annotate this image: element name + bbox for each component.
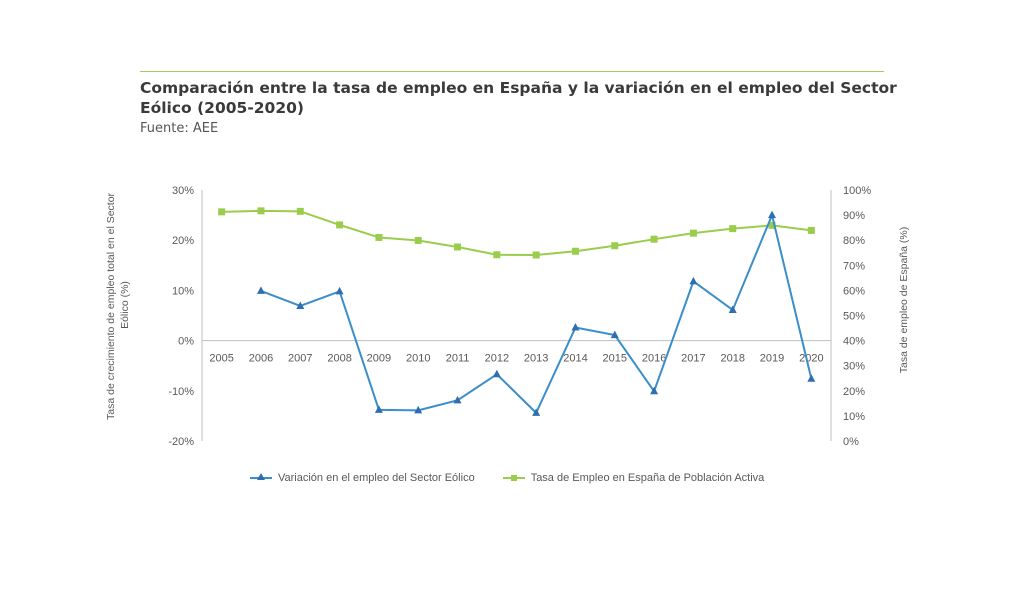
- point-employment: [571, 247, 579, 255]
- point-employment: [729, 225, 737, 233]
- point-wind: [571, 323, 580, 331]
- point-wind: [492, 369, 501, 378]
- legend: Variación en el empleo del Sector Eólico…: [250, 472, 764, 484]
- y-tick-label-left: 30%: [172, 185, 194, 197]
- y-tick-label-right: 40%: [843, 336, 865, 348]
- chart-source: Fuente: AEE: [140, 121, 219, 136]
- y-tick-label-left: 10%: [172, 285, 194, 297]
- legend-item-employment: Tasa de Empleo en España de Población Ac…: [502, 472, 765, 484]
- y-tick-label-right: 20%: [843, 386, 865, 398]
- point-employment: [296, 207, 304, 215]
- point-employment: [611, 242, 619, 250]
- x-tick-label: 2005: [209, 353, 233, 365]
- point-wind: [768, 210, 777, 219]
- legend-label-employment: Tasa de Empleo en España de Población Ac…: [530, 472, 765, 484]
- title-rule: [140, 71, 884, 72]
- y-tick-label-right: 10%: [843, 411, 865, 423]
- x-tick-label: 2017: [681, 353, 705, 365]
- point-wind: [414, 405, 423, 414]
- point-wind: [256, 286, 265, 294]
- y-tick-label-right: 100%: [843, 185, 871, 197]
- point-employment: [336, 221, 344, 229]
- y-tick-label-right: 50%: [843, 311, 865, 323]
- point-wind: [532, 408, 541, 416]
- series-line-employment: [221, 209, 812, 257]
- y-tick-label-right: 0%: [843, 436, 859, 448]
- point-employment: [414, 236, 422, 244]
- y-tick-label-left: -10%: [168, 386, 194, 398]
- x-tick-label: 2008: [327, 353, 351, 365]
- legend-item-wind: Variación en el empleo del Sector Eólico: [250, 472, 475, 484]
- legend-label-wind: Variación en el empleo del Sector Eólico: [278, 472, 475, 484]
- x-tick-label: 2012: [485, 353, 509, 365]
- x-tick-label: 2015: [603, 353, 627, 365]
- chart-title: Comparación entre la tasa de empleo en E…: [140, 79, 897, 117]
- point-wind: [335, 286, 344, 295]
- point-wind: [453, 395, 462, 404]
- x-tick-label: 2016: [642, 353, 666, 365]
- y-axis-title-right: Tasa de empleo de España (%): [898, 227, 910, 374]
- point-wind: [374, 405, 383, 413]
- point-wind: [689, 276, 698, 285]
- x-tick-label: 2019: [760, 353, 784, 365]
- y-tick-label-right: 90%: [843, 210, 865, 222]
- tick-labels: 30% 20% 10% 0% -10% -20% 100% 90% 80% 70% 60% 50% 40…: [168, 185, 871, 448]
- point-employment: [650, 235, 658, 243]
- point-employment: [493, 251, 501, 259]
- y-tick-label-right: 70%: [843, 260, 865, 272]
- x-tick-label: 2006: [249, 353, 273, 365]
- point-employment: [454, 243, 462, 251]
- y-tick-label-right: 80%: [843, 235, 865, 247]
- x-tick-label: 2010: [406, 353, 430, 365]
- point-wind: [610, 330, 619, 339]
- point-wind: [728, 305, 737, 313]
- y-axis-title-left-line1: Tasa de crecimiento de empleo total en e…: [105, 192, 117, 420]
- y-tick-label-left: 20%: [172, 235, 194, 247]
- point-wind: [650, 386, 659, 395]
- y-tick-label-right: 30%: [843, 361, 865, 373]
- x-tick-label: 2013: [524, 353, 548, 365]
- axes: [201, 190, 832, 441]
- series-line-wind: [260, 211, 813, 415]
- x-tick-label: 2007: [288, 353, 312, 365]
- point-employment: [768, 221, 776, 229]
- x-tick-label: 2020: [799, 353, 823, 365]
- legend-swatch-employment: [502, 473, 525, 483]
- x-tick-label: 2018: [720, 353, 744, 365]
- point-employment: [689, 229, 697, 237]
- y-axis-title-left: Tasa de crecimiento de empleo total en e…: [105, 190, 131, 420]
- point-employment: [218, 208, 226, 216]
- x-tick-label: 2014: [563, 353, 587, 365]
- x-tick-label: 2011: [446, 353, 470, 365]
- y-tick-label-right: 60%: [843, 285, 865, 297]
- x-tick-label: 2009: [367, 353, 391, 365]
- point-employment: [375, 233, 383, 241]
- y-tick-label-left: -20%: [168, 436, 194, 448]
- legend-swatch-wind: [250, 473, 272, 483]
- y-axis-title-left-line2: Eólico (%): [119, 281, 131, 329]
- point-wind: [807, 374, 816, 382]
- y-tick-label-left: 0%: [178, 336, 194, 348]
- point-employment: [532, 251, 540, 259]
- point-employment: [257, 207, 265, 215]
- series-layer: [218, 207, 816, 416]
- point-wind: [296, 301, 305, 309]
- point-employment: [807, 226, 815, 234]
